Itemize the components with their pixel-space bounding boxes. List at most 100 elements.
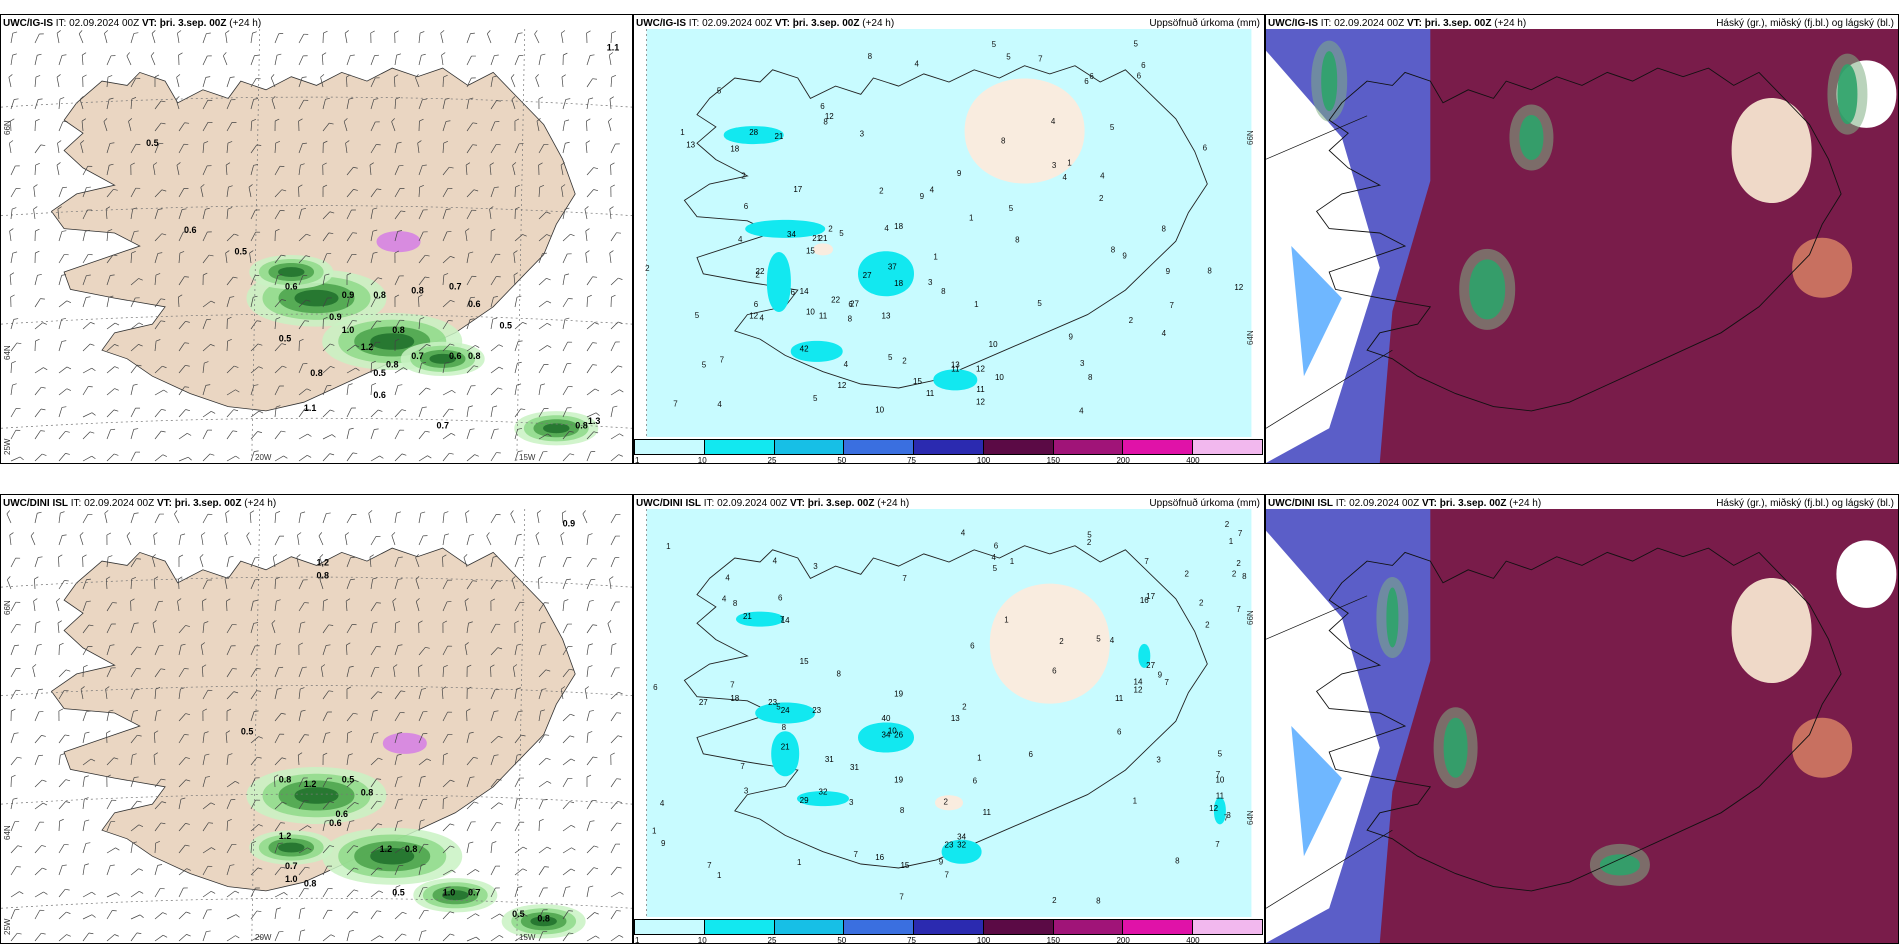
wind-barb [610, 778, 622, 788]
wind-barb [130, 646, 142, 656]
init-time: 02.09.2024 00Z [84, 498, 155, 509]
wind-barb [10, 165, 20, 176]
wind-barb [394, 409, 407, 418]
wind-barb [418, 711, 428, 722]
wind-barb [34, 754, 44, 766]
wind-barb [58, 300, 72, 308]
wind-barb [466, 318, 475, 330]
precip-small-value: 4 [717, 400, 722, 409]
wind-barb [510, 510, 516, 524]
wind-barb [34, 556, 43, 568]
wind-barb [105, 686, 110, 700]
precip-small-value: 6 [1137, 72, 1142, 81]
wind-barb [176, 74, 181, 88]
precip-small-value: 8 [900, 806, 905, 815]
gust-value-label: 0.6 [468, 299, 481, 309]
wind-barb [34, 273, 42, 286]
wind-barb [514, 234, 527, 242]
wind-barb [346, 889, 359, 898]
precip-small-value: 5 [1218, 749, 1223, 758]
precip-small-value: 4 [915, 59, 920, 68]
wind-barb [490, 186, 499, 198]
wind-barb [274, 430, 286, 440]
precip-small-value: 6 [820, 102, 825, 111]
panel-cloud-igis: UWC/IG-IS IT: 02.09.2024 00Z VT: þri. 3.… [1265, 14, 1899, 464]
precip-small-value: 2 [755, 270, 760, 279]
precip-value-label: 15 [913, 377, 922, 386]
wind-barb [248, 184, 253, 198]
wind-barb [226, 76, 235, 88]
colorbar-tick-label: 10 [697, 936, 707, 944]
wind-barb [418, 98, 427, 110]
wind-barb [226, 935, 240, 942]
precip-small-value: 7 [1236, 605, 1241, 614]
latitude-line [1, 576, 632, 588]
precip-value-label: 21 [743, 612, 752, 621]
wind-barb [442, 74, 448, 88]
wind-barb [81, 118, 87, 132]
gust-area [278, 267, 305, 277]
wind-barb [57, 620, 62, 634]
wind-barb [298, 76, 307, 88]
wind-barb [34, 53, 42, 66]
wind-barb [202, 847, 216, 854]
wind-barb [370, 98, 379, 110]
wind-barb [538, 818, 544, 832]
precip-small-value: 2 [1087, 538, 1092, 547]
wind-barb [250, 557, 260, 568]
wind-barb [106, 555, 113, 568]
wind-barb [106, 847, 120, 854]
wind-barb [151, 30, 156, 44]
wind-barb [104, 30, 108, 44]
wind-barb [82, 274, 91, 286]
wind-barb [271, 620, 276, 634]
wind-barb [34, 33, 44, 44]
precip-value-label: 15 [806, 246, 815, 255]
wind-barb [202, 207, 210, 220]
wind-barb [466, 296, 476, 308]
precip-area [736, 611, 784, 627]
wind-barb [201, 664, 207, 678]
wind-barb [298, 255, 311, 264]
iceland-landmass [50, 547, 576, 892]
gust-value-label: 0.5 [512, 909, 525, 919]
wind-barb [538, 709, 546, 722]
wind-barb [150, 52, 156, 66]
precip-small-value: 9 [661, 839, 666, 848]
wind-barb [154, 709, 162, 722]
precip-value-label: 13 [882, 312, 891, 321]
wind-barb [394, 250, 400, 264]
wind-barb [130, 230, 139, 242]
panel-cloud-dini: UWC/DINI ISL IT: 02.09.2024 00Z VT: þri.… [1265, 494, 1899, 944]
wind-barb [562, 668, 574, 678]
wind-barb [319, 576, 324, 590]
wind-barb [273, 774, 279, 788]
wind-barb [298, 734, 309, 744]
colorbar-tick-label: 100 [976, 936, 991, 944]
wind-barb [346, 642, 351, 656]
map-area [1266, 509, 1898, 943]
wind-barb [610, 184, 615, 198]
colorbar-swatch [1052, 919, 1124, 935]
wind-barb [370, 320, 382, 330]
valid-time: þri. 3.sep. 00Z [792, 18, 860, 29]
wind-barb [560, 30, 566, 44]
wind-barb [105, 206, 111, 220]
precip-small-value: 8 [1207, 267, 1212, 276]
wind-barb [346, 578, 355, 590]
wind-barb [538, 185, 545, 198]
wind-barb [322, 232, 334, 242]
wind-barb [177, 294, 183, 308]
wind-barb [130, 824, 144, 832]
wind-barb [250, 295, 258, 308]
wind-barb [82, 624, 94, 634]
wind-barb [586, 118, 591, 132]
wind-barb [274, 53, 282, 66]
colorbar-tick-label: 150 [1046, 936, 1061, 944]
wind-barb [106, 366, 119, 374]
wind-barb [490, 428, 499, 440]
wind-barb [106, 254, 118, 264]
panel-wind-igis: UWC/IG-IS IT: 02.09.2024 00Z VT: þri. 3.… [0, 14, 633, 464]
gust-value-label: 0.6 [373, 390, 386, 400]
precip-small-value: 4 [660, 799, 665, 808]
